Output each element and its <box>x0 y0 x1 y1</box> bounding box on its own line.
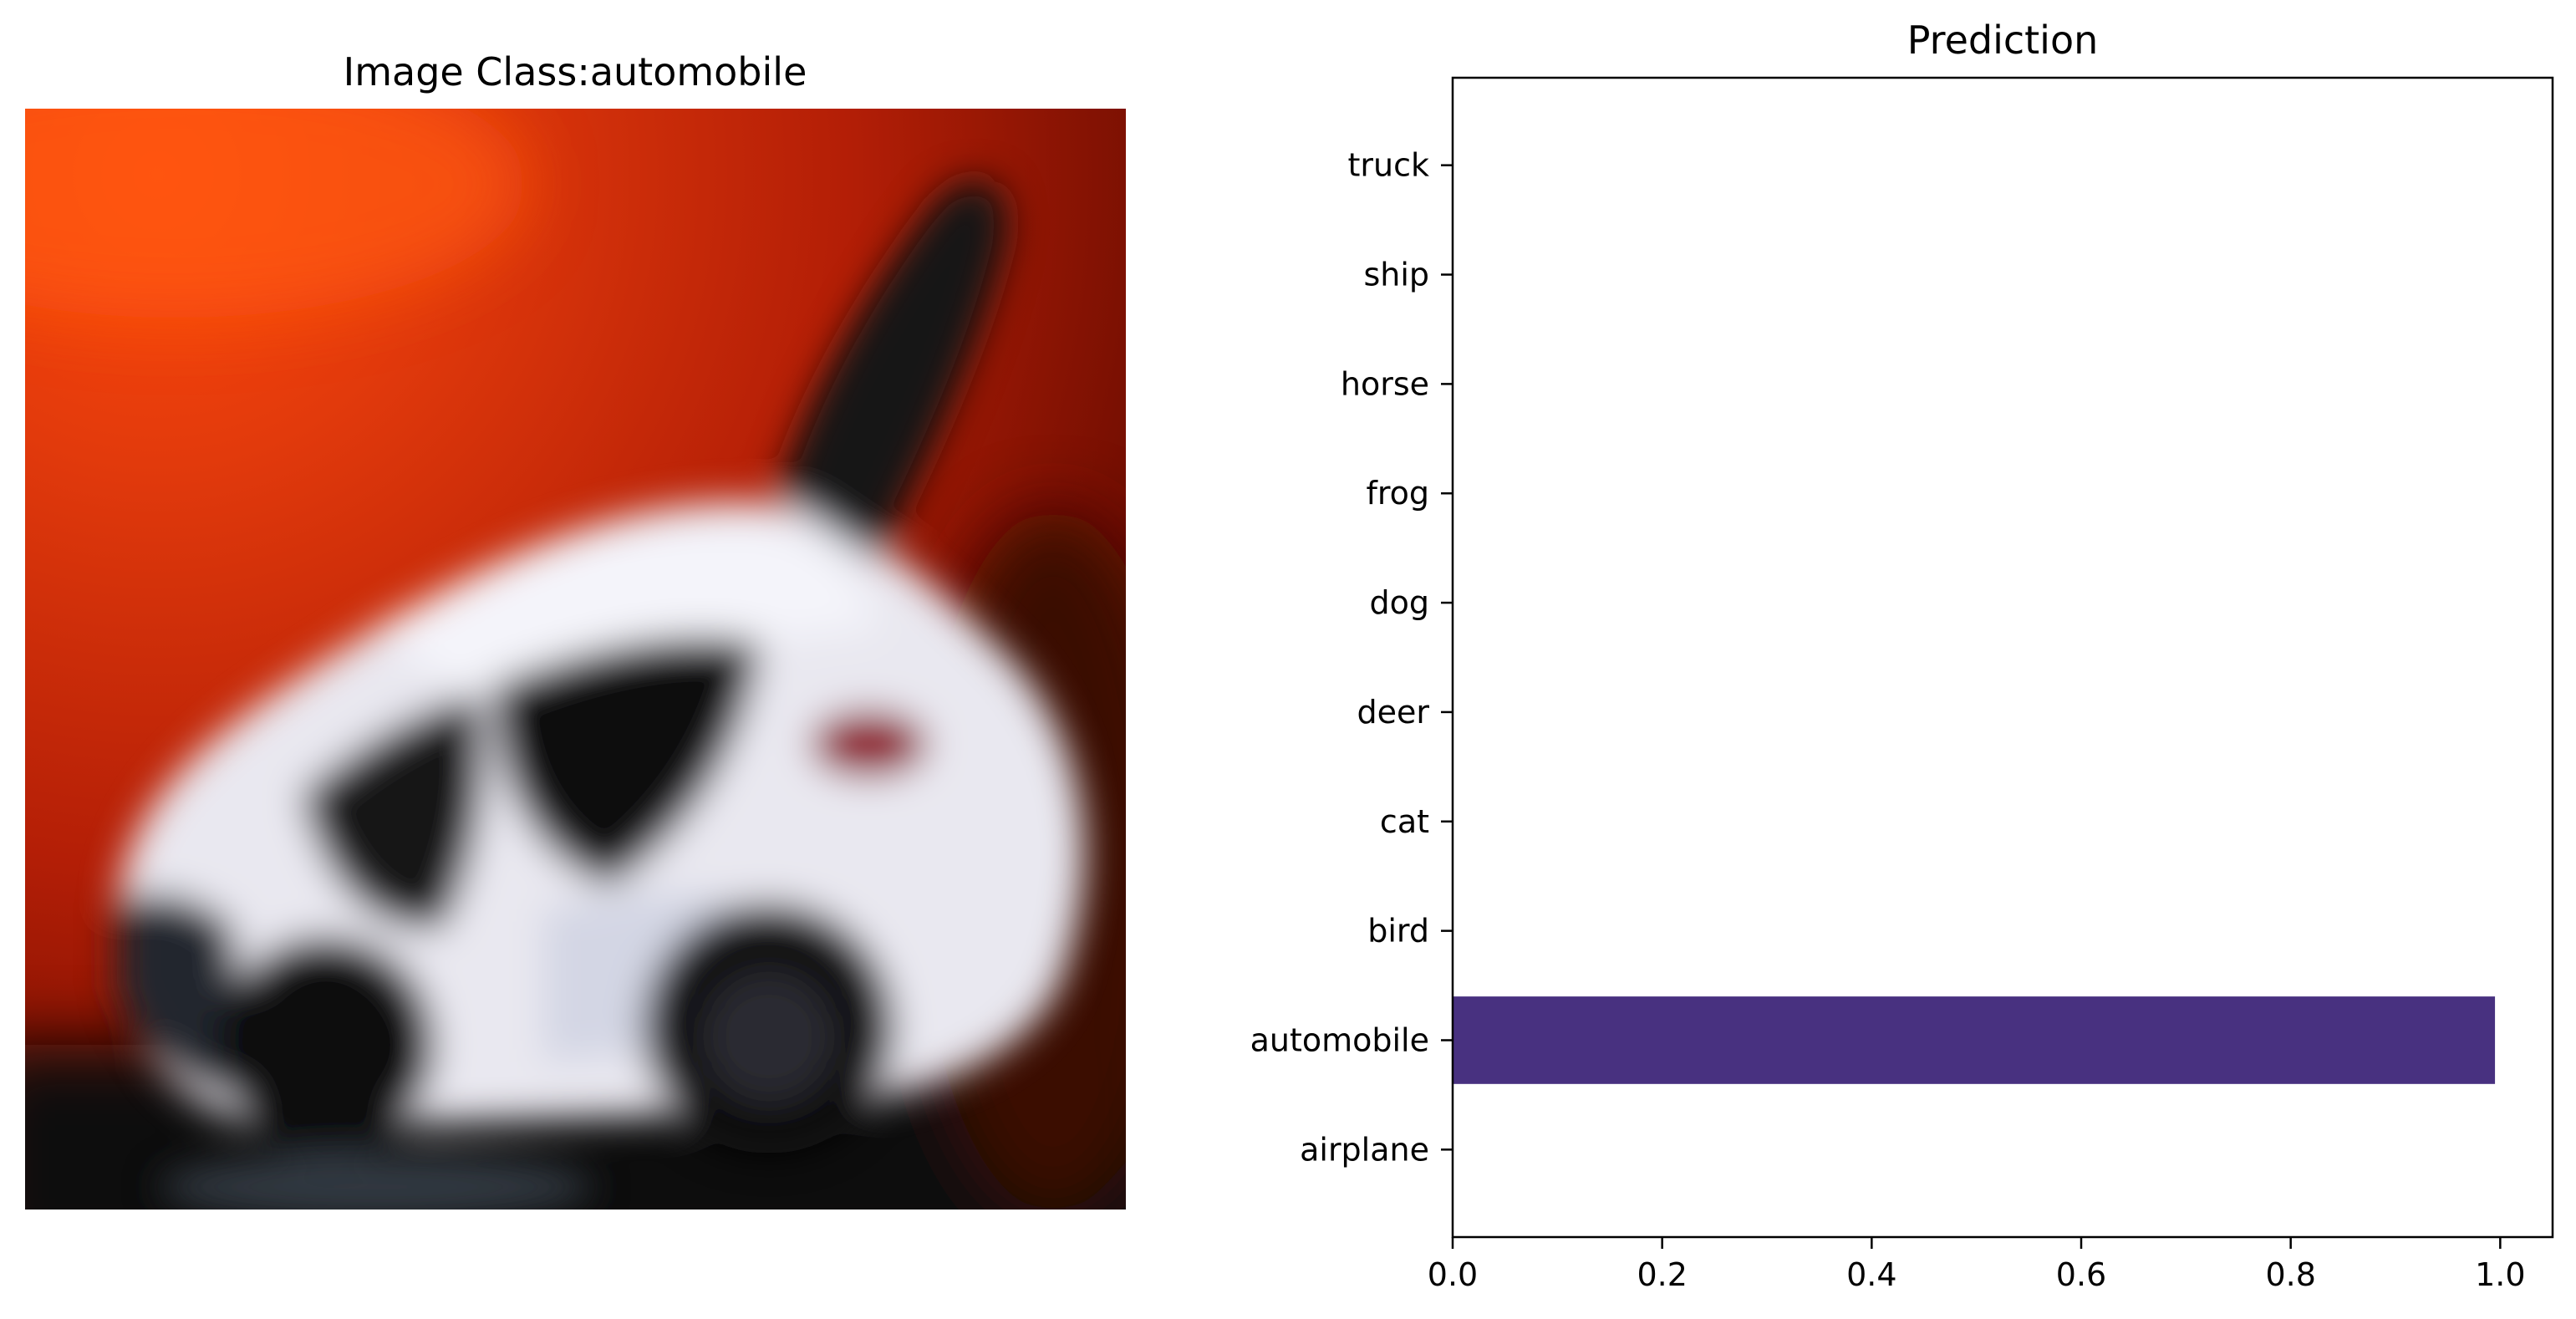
y-tick-label-deer: deer <box>1357 694 1429 731</box>
x-tick-label-0.0: 0.0 <box>1428 1256 1478 1293</box>
y-tick-label-automobile: automobile <box>1250 1021 1429 1058</box>
x-tick-label-0.2: 0.2 <box>1637 1256 1687 1293</box>
y-tick-label-bird: bird <box>1367 913 1429 950</box>
y-tick-label-frog: frog <box>1366 475 1429 512</box>
x-tick-label-0.6: 0.6 <box>2056 1256 2106 1293</box>
x-tick-label-0.8: 0.8 <box>2265 1256 2315 1293</box>
y-tick-label-cat: cat <box>1380 803 1429 840</box>
y-tick-label-dog: dog <box>1370 584 1430 621</box>
y-tick-label-ship: ship <box>1363 257 1429 293</box>
bar-automobile <box>1453 996 2496 1084</box>
x-tick-label-0.4: 0.4 <box>1846 1256 1896 1293</box>
sample-image <box>25 109 1126 1210</box>
y-tick-label-horse: horse <box>1341 365 1429 402</box>
prediction-chart: airplane automobile bird cat deer dog frog hors… <box>1250 76 2554 1293</box>
plot-frame <box>1451 76 2554 1239</box>
y-tick-label-truck: truck <box>1347 147 1429 184</box>
image-panel-title: Image Class:automobile <box>344 49 807 94</box>
x-tick-label-1.0: 1.0 <box>2475 1256 2525 1293</box>
chart-title: Prediction <box>1907 18 2099 63</box>
y-tick-label-airplane: airplane <box>1300 1131 1429 1168</box>
